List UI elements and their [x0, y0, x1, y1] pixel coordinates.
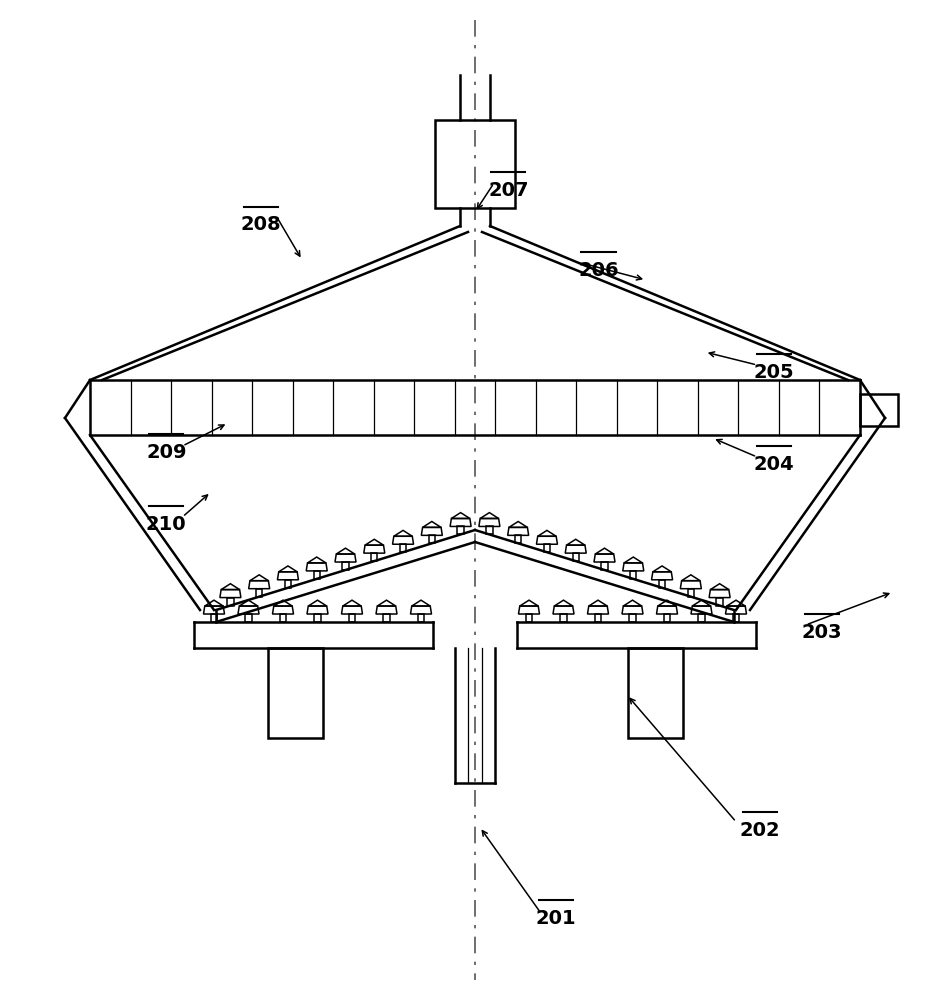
Text: 210: 210 — [146, 514, 186, 534]
Text: 206: 206 — [579, 260, 618, 279]
Text: 208: 208 — [241, 216, 281, 234]
Bar — [860, 393, 898, 426]
Text: 202: 202 — [740, 820, 780, 840]
Text: 201: 201 — [536, 908, 576, 928]
Bar — [268, 648, 322, 738]
Text: 203: 203 — [802, 622, 842, 642]
Text: 207: 207 — [488, 180, 528, 200]
Text: 204: 204 — [754, 454, 794, 474]
Text: 209: 209 — [146, 442, 186, 462]
Bar — [435, 120, 515, 208]
Bar — [628, 648, 682, 738]
Text: 205: 205 — [754, 362, 794, 381]
